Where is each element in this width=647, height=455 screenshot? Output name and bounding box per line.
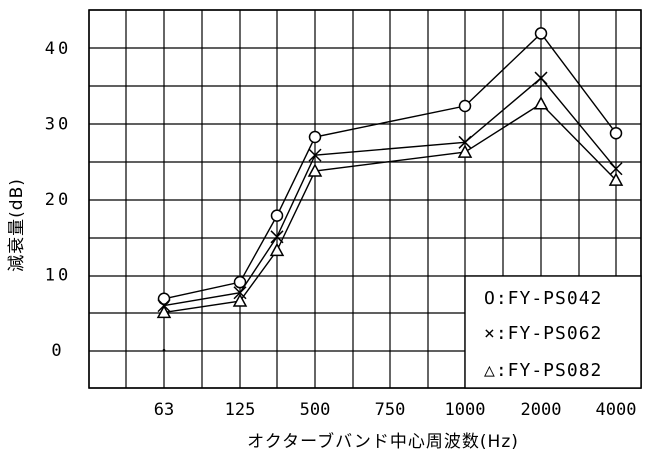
cross-marker <box>609 162 623 176</box>
circle-marker <box>157 292 171 306</box>
legend-label: △:FY-PS082 <box>484 360 602 381</box>
triangle-marker <box>533 96 549 110</box>
triangle-marker <box>457 144 473 158</box>
legend-entry: ×:FY-PS062 <box>484 323 602 344</box>
legend-label: ×:FY-PS062 <box>484 323 602 344</box>
x-tick-label: 63 <box>154 400 174 420</box>
legend-label: O:FY-PS042 <box>484 288 602 309</box>
legend-entry: △:FY-PS082 <box>484 360 602 381</box>
circle-marker <box>233 275 247 289</box>
data-point-dot <box>162 348 166 352</box>
series-FY-PS082 <box>156 96 624 319</box>
x-tick-labels: 63 125 500 750 1000 2000 4000 <box>154 400 637 420</box>
y-tick-label: 20 <box>45 190 71 210</box>
plot-frame <box>88 9 642 389</box>
x-tick-label: 1000 <box>445 400 486 420</box>
cross-marker <box>458 135 472 149</box>
x-axis-label: オクターブバンド中心周波数(Hz) <box>247 431 519 452</box>
series-lines <box>156 27 624 352</box>
cross-marker <box>308 148 322 162</box>
legend: O:FY-PS042 ×:FY-PS062 △:FY-PS082 <box>464 275 642 389</box>
legend-box <box>464 275 642 389</box>
y-tick-label: 30 <box>45 114 71 134</box>
cross-marker <box>534 71 548 85</box>
x-tick-label: 125 <box>225 400 256 420</box>
y-tick-label: 0 <box>51 341 64 361</box>
x-tick-label: 750 <box>375 400 406 420</box>
y-tick-label: 40 <box>45 39 71 59</box>
series-FY-PS042 <box>157 27 623 306</box>
circle-marker <box>458 99 472 113</box>
y-tick-labels: 0 10 20 30 40 <box>45 39 71 361</box>
triangle-marker <box>156 304 172 319</box>
x-tick-label: 2000 <box>521 400 562 420</box>
legend-entry: O:FY-PS042 <box>484 288 602 309</box>
triangle-marker <box>307 163 323 177</box>
y-tick-label: 10 <box>45 266 71 286</box>
triangle-marker <box>269 242 285 257</box>
circle-marker <box>308 130 322 144</box>
x-tick-label: 500 <box>300 400 331 420</box>
triangle-marker <box>608 172 624 186</box>
circle-marker <box>534 27 548 40</box>
circle-marker <box>270 209 284 222</box>
triangle-marker <box>232 293 248 307</box>
x-tick-label: 4000 <box>596 400 637 420</box>
y-axis-label: 減衰量(dB) <box>7 178 27 272</box>
circle-marker <box>609 126 623 140</box>
